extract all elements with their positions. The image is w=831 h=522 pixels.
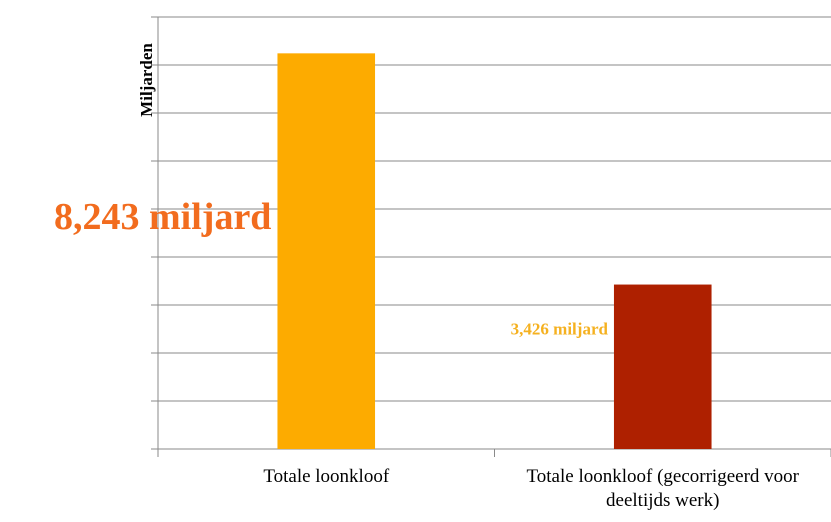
- x-tick-label: Totale loonkloof: [263, 466, 390, 487]
- bar: [613, 284, 712, 449]
- bar: [277, 53, 376, 449]
- data-label: 8,243 miljard: [54, 196, 271, 238]
- data-label: 3,426 miljard: [511, 319, 609, 338]
- x-tick-label: Totale loonkloof (gecorrigeerd voor deel…: [526, 466, 800, 511]
- y-axis-title: Miljarden: [137, 43, 156, 117]
